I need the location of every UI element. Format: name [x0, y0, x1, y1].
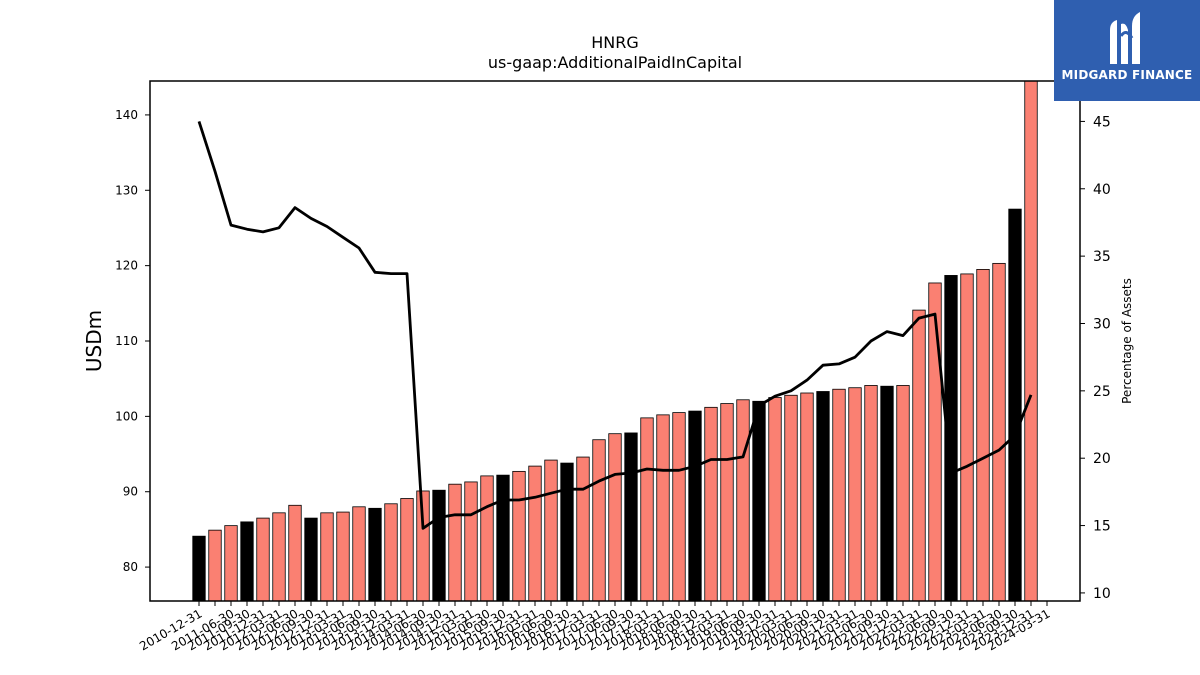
bar: [432, 489, 446, 602]
bar: [720, 403, 734, 602]
bar: [752, 400, 766, 602]
brand-logo: MIDGARD FINANCE: [1054, 0, 1200, 101]
bar-group: [192, 80, 1038, 602]
bar: [224, 525, 238, 602]
y-tick-label: 130: [115, 183, 138, 197]
bar: [512, 470, 526, 602]
bar: [336, 511, 350, 602]
y2-tick-label: 40: [1093, 182, 1111, 198]
bar: [288, 504, 302, 602]
y2-tick-label: 25: [1093, 384, 1111, 400]
bar: [864, 385, 878, 602]
bar: [672, 412, 686, 602]
line-group: [197, 120, 1033, 530]
bar: [448, 483, 462, 602]
bar: [816, 391, 830, 602]
bar: [976, 269, 990, 602]
y2-tick-label: 20: [1093, 451, 1111, 467]
bar: [1008, 208, 1022, 602]
midgard-logo-icon: [1110, 12, 1140, 65]
bar: [784, 394, 798, 602]
bar: [624, 432, 638, 602]
bar: [304, 517, 318, 602]
bar: [768, 397, 782, 602]
y-tick-label: 140: [115, 108, 138, 122]
chart-title: HNRG: [591, 33, 639, 52]
y-tick-label: 100: [115, 409, 138, 423]
bar: [368, 507, 382, 602]
bar: [912, 309, 926, 602]
bar: [320, 512, 334, 602]
percentage-line: [197, 120, 1033, 530]
bar: [256, 517, 270, 602]
bar: [928, 282, 942, 602]
bar: [560, 462, 574, 602]
bar: [192, 535, 206, 602]
bar: [400, 498, 414, 602]
y-axis-label: USDm: [82, 310, 106, 372]
bar: [704, 406, 718, 602]
bar: [656, 414, 670, 602]
chart-subtitle: us-gaap:AdditionalPaidInCapital: [488, 53, 742, 72]
bar: [272, 512, 286, 602]
brand-logo-text: MIDGARD FINANCE: [1061, 68, 1193, 82]
bar: [208, 529, 222, 602]
bar: [800, 392, 814, 602]
y-tick-label: 120: [115, 259, 138, 273]
y-axis-right: 10 15 20 25 30 35 40 45: [1080, 114, 1111, 602]
bar: [528, 465, 542, 602]
bar: [640, 417, 654, 602]
bar: [464, 481, 478, 602]
bar: [896, 385, 910, 602]
y2-tick-label: 10: [1093, 586, 1111, 602]
bar: [496, 474, 510, 602]
bar: [992, 262, 1006, 602]
bar: [352, 506, 366, 602]
bar: [880, 385, 894, 602]
y2-tick-label: 45: [1093, 114, 1111, 130]
bar: [688, 410, 702, 602]
y2-tick-label: 15: [1093, 519, 1111, 535]
y-tick-label: 110: [115, 334, 138, 348]
bar: [480, 475, 494, 602]
bar: [576, 456, 590, 602]
y2-axis-label: Percentage of Assets: [1120, 278, 1134, 404]
bar: [384, 503, 398, 602]
bar: [1024, 80, 1038, 602]
bar: [848, 387, 862, 602]
bar: [592, 439, 606, 602]
x-axis: 2010-12-312011-06-302011-09-302011-12-31…: [137, 601, 1053, 653]
bar: [240, 521, 254, 602]
bar: [960, 273, 974, 602]
bar: [544, 459, 558, 602]
y-tick-label: 90: [123, 485, 138, 499]
y-tick-label: 80: [123, 560, 138, 574]
y2-tick-label: 35: [1093, 249, 1111, 265]
y-axis-left: 80 90 100 110 120 130 140: [115, 108, 150, 574]
bar: [832, 388, 846, 602]
bar: [736, 399, 750, 602]
y2-tick-label: 30: [1093, 316, 1111, 332]
bar: [608, 433, 622, 602]
